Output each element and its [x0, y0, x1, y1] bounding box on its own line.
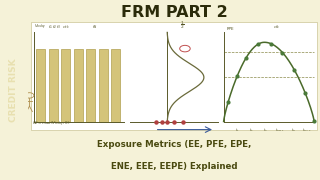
- Text: $t_3$: $t_3$: [263, 127, 268, 134]
- Text: $t_N$: $t_N$: [92, 23, 98, 31]
- Bar: [99, 49, 108, 122]
- Text: $t_N$: $t_N$: [291, 127, 296, 134]
- Text: $t_1$: $t_1$: [235, 127, 240, 134]
- Text: ENE, EEE, EEPE) Explained: ENE, EEE, EEPE) Explained: [111, 162, 237, 171]
- Text: FRM PART 2: FRM PART 2: [121, 5, 228, 20]
- Bar: [31, 22, 317, 130]
- Text: $CE\!=\!\max(V_{\!today},0)$: $CE\!=\!\max(V_{\!today},0)$: [32, 119, 71, 128]
- Text: $ct_k$: $ct_k$: [273, 23, 281, 31]
- Bar: [49, 49, 58, 122]
- Text: $t_2$: $t_2$: [249, 127, 254, 134]
- Bar: [111, 49, 120, 122]
- Text: PPE: PPE: [227, 27, 234, 31]
- Bar: [36, 49, 45, 122]
- Text: $t_{N+T}$: $t_{N+T}$: [302, 127, 312, 134]
- Text: Exposure Metrics (EE, PFE, EPE,: Exposure Metrics (EE, PFE, EPE,: [97, 140, 251, 149]
- Text: $V_{\!today}$: $V_{\!today}$: [34, 22, 46, 31]
- Bar: [61, 49, 70, 122]
- Bar: [74, 49, 83, 122]
- Text: $\frac{1}{2}$: $\frac{1}{2}$: [180, 19, 185, 31]
- Text: $t_{\!1}$ $t_{\!2}$ $t_{\!3}$  $ct_k$: $t_{\!1}$ $t_{\!2}$ $t_{\!3}$ $ct_k$: [48, 23, 71, 31]
- Text: CREDIT RISK: CREDIT RISK: [10, 58, 19, 122]
- Bar: [86, 49, 95, 122]
- Text: $t_{N-1}$: $t_{N-1}$: [275, 127, 284, 134]
